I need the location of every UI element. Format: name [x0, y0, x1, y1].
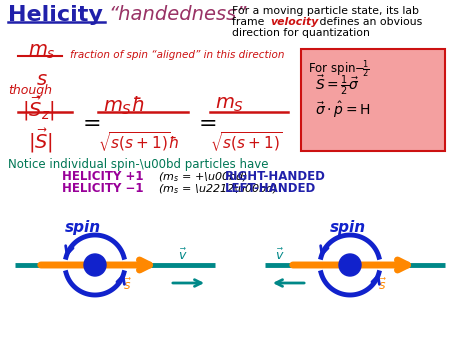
Text: $\vec{s}$: $\vec{s}$	[378, 278, 387, 293]
Text: $\vec{v}$: $\vec{v}$	[275, 248, 284, 263]
Circle shape	[84, 254, 106, 276]
Text: though: though	[8, 84, 52, 97]
Text: $\vec{v}$: $\vec{v}$	[178, 248, 188, 263]
Text: $m_S$: $m_S$	[215, 95, 244, 114]
Text: “handedness”: “handedness”	[108, 5, 247, 24]
Text: $m_S\hbar$: $m_S\hbar$	[103, 95, 144, 117]
Text: $\vec{s}$: $\vec{s}$	[123, 278, 132, 293]
Text: HELICITY −1: HELICITY −1	[62, 182, 144, 195]
Text: velocity: velocity	[270, 17, 319, 27]
Text: $|\vec{S}|$: $|\vec{S}|$	[28, 127, 53, 155]
Text: direction for quantization: direction for quantization	[232, 28, 370, 38]
Text: ($m_s$ = \u2212\u00bd): ($m_s$ = \u2212\u00bd)	[155, 182, 278, 196]
Text: $=$: $=$	[78, 112, 101, 132]
Text: Helicity: Helicity	[8, 5, 103, 25]
Text: defines an obvious: defines an obvious	[316, 17, 422, 27]
Text: $\sqrt{s(s+1)}\hbar$: $\sqrt{s(s+1)}\hbar$	[98, 130, 180, 154]
Text: Notice individual spin-\u00bd particles have: Notice individual spin-\u00bd particles …	[8, 158, 269, 171]
Text: frame: frame	[232, 17, 268, 27]
Circle shape	[339, 254, 361, 276]
Text: For spin$-\!\frac{1}{2}$: For spin$-\!\frac{1}{2}$	[308, 58, 370, 80]
Text: spin: spin	[330, 220, 366, 235]
Text: $\sqrt{s(s+1)}$: $\sqrt{s(s+1)}$	[210, 130, 283, 154]
Text: ($m_s$ = +\u00bd): ($m_s$ = +\u00bd)	[155, 170, 248, 184]
Text: For a moving particle state, its lab: For a moving particle state, its lab	[232, 6, 419, 16]
Text: spin: spin	[65, 220, 101, 235]
Text: fraction of spin “aligned” in this direction: fraction of spin “aligned” in this direc…	[70, 50, 284, 60]
Text: $\vec{S}=\frac{1}{2}\vec{\sigma}$: $\vec{S}=\frac{1}{2}\vec{\sigma}$	[315, 74, 360, 97]
Text: $|\vec{S}_z|$: $|\vec{S}_z|$	[22, 95, 55, 123]
Text: $\vec{\sigma}\cdot\hat{p}=\mathrm{H}$: $\vec{\sigma}\cdot\hat{p}=\mathrm{H}$	[315, 100, 370, 120]
Text: $=$: $=$	[194, 112, 216, 132]
Text: $s$: $s$	[36, 70, 48, 89]
Text: RIGHT-HANDED: RIGHT-HANDED	[225, 170, 326, 183]
Text: $m_s$: $m_s$	[28, 42, 56, 61]
FancyBboxPatch shape	[301, 49, 445, 151]
Text: LEFT-HANDED: LEFT-HANDED	[225, 182, 316, 195]
Text: HELICITY +1: HELICITY +1	[62, 170, 144, 183]
